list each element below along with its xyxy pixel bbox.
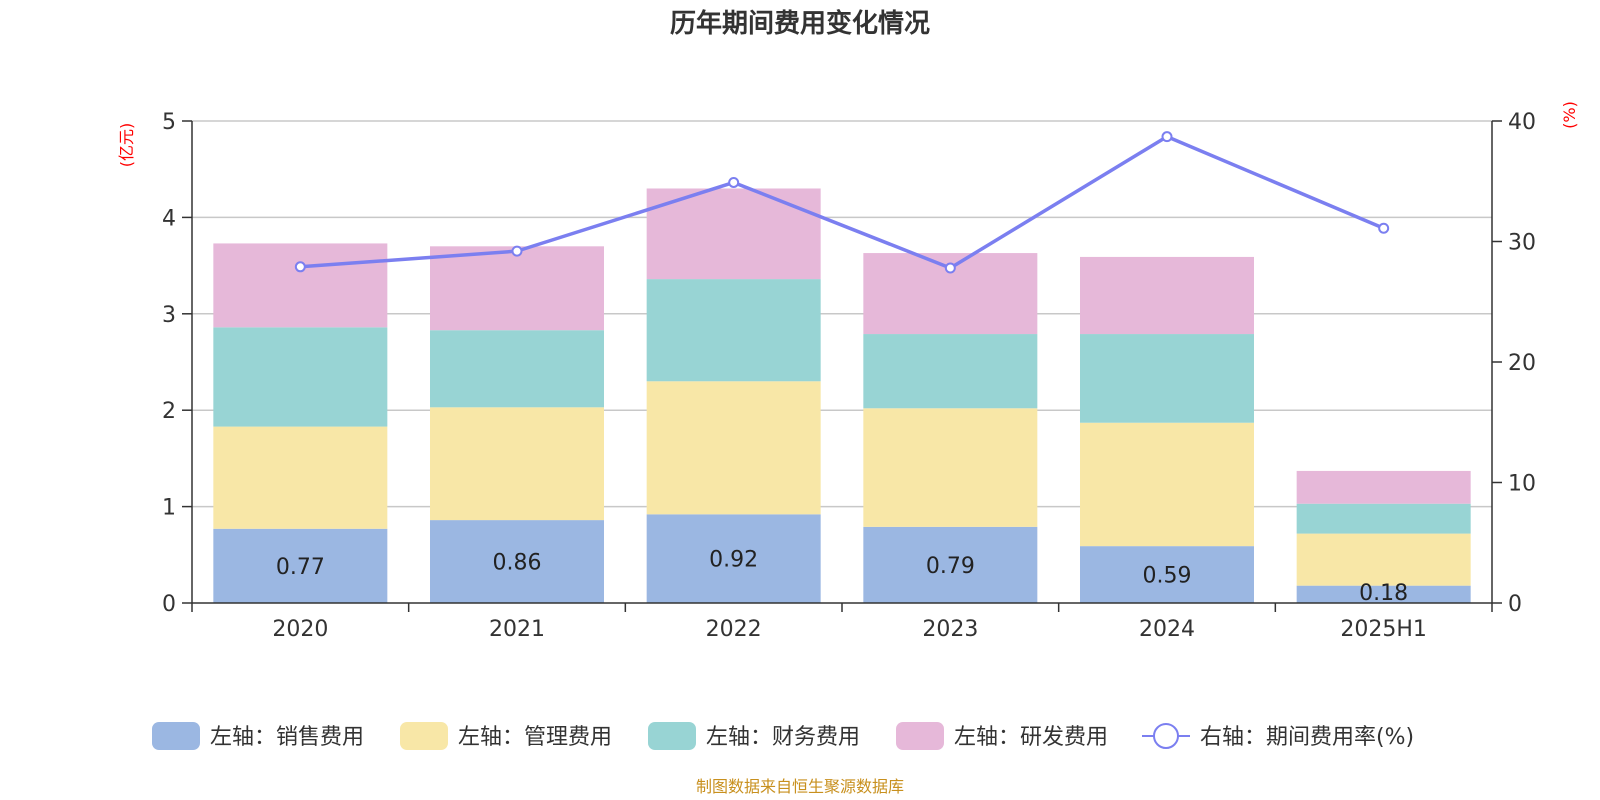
bar-segment-s1-2025H1 [1296,533,1471,586]
bar-segment-s3-2025H1 [1296,470,1471,504]
bar-segment-s1-2021 [430,407,604,521]
left-axis-tick-label: 1 [162,496,176,521]
bar-segment-s3-2024 [1080,256,1254,335]
bar-segment-s0-2022 [646,514,821,603]
bar-segment-s2-2024 [1080,334,1254,423]
legend-line-marker [1153,723,1179,749]
legend-swatch-0 [152,722,200,750]
x-axis-tick-label: 2025H1 [1340,617,1427,642]
rate-point-2024 [1161,131,1173,143]
left-axis-tick-label: 3 [162,303,176,328]
bar-segment-s2-2021 [430,330,604,408]
data-label-2024: 0.59 [1143,564,1192,589]
bar-segment-s0-2021 [430,520,604,603]
rate-line-path [300,134,1385,270]
left-axis-tick-label: 0 [162,592,176,617]
right-axis-tick-label: 40 [1508,110,1536,135]
data-source-note: 制图数据来自恒生聚源数据库 [696,777,904,796]
legend-label-0: 左轴：销售费用 [210,725,364,750]
grid-lines [192,120,1492,508]
bar-segment-s0-2025H1 [1296,585,1471,603]
stacked-bars [213,188,1471,603]
rate-point-2021 [511,245,523,257]
bar-segment-s1-2024 [1080,422,1254,547]
left-axis-unit: (亿元) [117,123,136,168]
x-axis-tick-label: 2022 [706,617,762,642]
left-axis-tick-label: 4 [162,206,176,231]
legend-label-1: 左轴：管理费用 [458,725,612,750]
data-label-2023: 0.79 [926,554,975,579]
bar-segment-s2-2023 [863,334,1038,409]
rate-point-2023 [944,262,956,274]
right-axis-tick-label: 0 [1508,592,1522,617]
bar-segment-s0-2024 [1080,546,1254,603]
bar-segment-s1-2020 [213,426,388,529]
legend-label-4: 右轴：期间费用率(%) [1200,725,1414,750]
rate-point-2022 [728,176,740,188]
legend-swatch-1 [400,722,448,750]
rate-line [294,131,1390,274]
bar-segment-s3-2021 [430,246,604,331]
data-label-2020: 0.77 [276,555,325,580]
x-axis-tick-label: 2021 [489,617,545,642]
bar-segment-s1-2023 [863,408,1038,527]
bar-segment-s1-2022 [646,381,821,515]
bar-segment-s0-2020 [213,528,388,603]
rate-point-2020 [294,261,306,273]
bar-segment-s2-2022 [646,279,821,382]
left-axis-tick-label: 5 [162,110,176,135]
chart-title: 历年期间费用变化情况 [670,8,930,39]
bar-segment-s0-2023 [863,526,1038,603]
x-axis-tick-label: 2020 [272,617,328,642]
rate-point-2025H1 [1378,222,1390,234]
legend-swatch-3 [896,722,944,750]
legend-label-3: 左轴：研发费用 [954,725,1108,750]
right-axis-unit: (%) [1560,101,1579,129]
left-axis-tick-label: 2 [162,399,176,424]
bar-segment-s2-2020 [213,327,388,427]
data-label-2022: 0.92 [709,548,758,573]
data-label-2025H1: 0.18 [1359,581,1408,606]
right-axis-tick-label: 30 [1508,231,1536,256]
data-label-2021: 0.86 [493,551,542,576]
bar-segment-s3-2020 [213,243,388,328]
legend-label-2: 左轴：财务费用 [706,725,860,750]
x-axis-tick-label: 2023 [922,617,978,642]
legend-swatch-2 [648,722,696,750]
data-labels: 0.77 0.86 0.92 0.79 0.59 0.18 [276,548,1408,606]
axes: 0 1 2 3 4 5 0 10 20 30 40 2020 2021 2022 2023 2024 2025H… [162,110,1536,642]
legend: 左轴：销售费用 左轴：管理费用 左轴：财务费用 左轴：研发费用 右轴：期间费用率(%) [152,722,1414,750]
right-axis-tick-label: 10 [1508,472,1536,497]
x-axis-tick-label: 2024 [1139,617,1195,642]
bar-segment-s2-2025H1 [1296,503,1471,534]
right-axis-tick-label: 20 [1508,351,1536,376]
